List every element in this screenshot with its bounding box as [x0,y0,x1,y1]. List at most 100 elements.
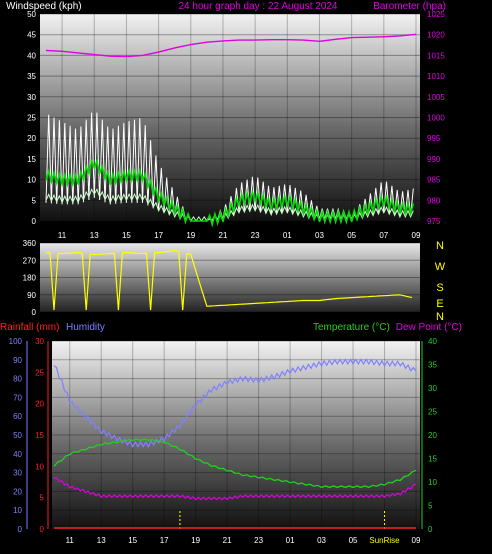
wind-tick-label: 5 [32,196,37,205]
humidity-tick-label: 20 [13,487,22,496]
wind-panel-background [40,14,420,221]
barometer-tick-label: 1025 [427,10,445,19]
wind-tick-label: 20 [27,134,36,143]
temperature-x-axis: 11 13 15 17 19 21 23 01 03 05 SunRise 09 [66,536,421,545]
x-tick-label: 01 [283,231,292,240]
wind-tick-label: 15 [27,155,36,164]
humidity-y-axis: 0 10 20 30 40 50 60 70 80 90 100 [9,337,28,534]
x-tick-label: 11 [66,536,75,545]
temperature-tick-label: 30 [428,384,437,393]
temperature-tick-label: 40 [428,337,437,346]
x-tick-label: 19 [186,231,195,240]
x-tick-label: 03 [315,231,324,240]
legend-temperature: Temperature (°C) [313,322,390,333]
x-tick-label: 15 [128,536,137,545]
wind-tick-label: 25 [27,114,36,123]
rainfall-tick-label: 15 [35,431,44,440]
x-tick-label: 17 [160,536,169,545]
wind-tick-label: 10 [27,176,36,185]
wind-tick-label: 45 [27,31,36,40]
x-tick-label: 05 [349,536,358,545]
wind-panel-series [45,33,417,228]
barometer-tick-label: 985 [427,176,441,185]
wind-tick-label: 50 [27,10,36,19]
direction-tick-label: 0 [32,308,37,317]
temperature-tick-label: 35 [428,361,437,370]
wind-tick-label: 35 [27,72,36,81]
temperature-line [53,438,417,489]
compass-label: W [435,261,446,273]
x-tick-label: 13 [97,536,106,545]
rainfall-tick-label: 10 [35,462,44,471]
temperature-tick-label: 25 [428,408,437,417]
barometer-tick-label: 1015 [427,51,445,60]
rainfall-tick-label: 0 [40,525,45,534]
x-tick-label: 13 [90,231,99,240]
compass-label: N [436,311,444,323]
wind-tick-label: 0 [32,217,37,226]
wind-tick-label: 30 [27,93,36,102]
x-tick-label: 11 [58,231,67,240]
temperature-tick-label: 20 [428,431,437,440]
chart-title: 24 hour graph day : 22 August 2024 [178,1,337,12]
x-tick-label: 23 [254,536,263,545]
x-tick-label: 21 [219,231,228,240]
barometer-tick-label: 1005 [427,93,445,102]
compass-label: S [436,282,443,294]
barometer-tick-label: 975 [427,217,441,226]
x-tick-label: 15 [122,231,131,240]
direction-tick-label: 270 [23,256,37,265]
wind-speed-line [45,157,415,228]
x-tick-label: 19 [191,536,200,545]
rainfall-y-axis: 0 5 10 15 20 25 30 [35,337,49,534]
direction-tick-label: 90 [27,291,36,300]
x-tick-label: 23 [251,231,260,240]
temperature-tick-label: 10 [428,478,437,487]
barometer-tick-label: 990 [427,155,441,164]
humidity-tick-label: 50 [13,431,22,440]
legend-humidity: Humidity [66,322,105,333]
humidity-tick-label: 60 [13,412,22,421]
barometer-tick-label: 980 [427,196,441,205]
direction-panel-series [45,250,413,311]
barometer-tick-label: 995 [427,134,441,143]
direction-y-axis: 0 90 180 270 360 [23,239,37,317]
temperature-panel-grid [52,340,420,530]
humidity-tick-label: 100 [9,337,23,346]
compass-label: N [436,240,444,252]
x-tick-label: 09 [412,536,421,545]
humidity-tick-label: 90 [13,356,22,365]
barometer-tick-label: 1020 [427,31,445,40]
direction-tick-label: 360 [23,239,37,248]
rainfall-tick-label: 25 [35,368,44,377]
x-tick-label: 07 [379,231,388,240]
humidity-tick-label: 0 [18,525,23,534]
temperature-panel-series [53,358,417,529]
x-tick-label: 09 [412,231,421,240]
direction-tick-label: 180 [23,274,37,283]
x-tick-label: SunRise [369,536,400,545]
humidity-tick-label: 70 [13,393,22,402]
humidity-line [53,358,417,449]
x-tick-label: 17 [154,231,163,240]
temperature-tick-label: 15 [428,455,437,464]
barometer-tick-label: 1000 [427,114,445,123]
barometer-axis-title: Barometer (hpa) [373,1,446,12]
barometer-tick-label: 1010 [427,72,445,81]
direction-panel-grid [40,242,420,313]
windspeed-axis-title: Windspeed (kph) [6,1,82,12]
wind-y-axis: 0 5 10 15 20 25 30 35 40 45 50 [27,10,36,226]
barometer-line [45,33,417,58]
rainfall-tick-label: 30 [35,337,44,346]
rainfall-tick-label: 5 [40,494,45,503]
humidity-tick-label: 80 [13,375,22,384]
temperature-tick-label: 5 [428,502,433,511]
x-tick-label: 01 [286,536,295,545]
x-tick-label: 21 [223,536,232,545]
wind-x-axis: 11 13 15 17 19 21 23 01 03 05 07 09 [58,231,421,240]
wind-panel-grid [40,13,420,222]
humidity-tick-label: 40 [13,450,22,459]
rainfall-tick-label: 20 [35,400,44,409]
temperature-y-axis: 0 5 10 15 20 25 30 35 40 [421,337,437,534]
